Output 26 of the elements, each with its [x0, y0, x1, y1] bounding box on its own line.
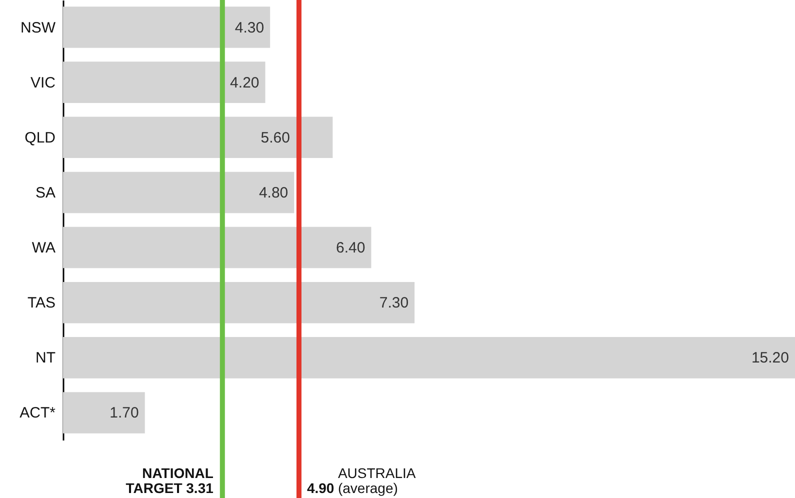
bar	[63, 62, 266, 103]
bar	[63, 226, 372, 268]
data-label: 6.40	[336, 240, 366, 257]
data-label: 4.20	[230, 74, 260, 92]
y-tick-label: QLD	[24, 129, 56, 146]
y-tick-label: VIC	[30, 74, 56, 92]
bar	[63, 116, 333, 158]
data-label: 15.20	[751, 350, 789, 367]
y-tick-label: SA	[35, 184, 56, 202]
data-label: 4.30	[234, 19, 264, 36]
data-label: 5.60	[260, 129, 290, 146]
y-tick-label: WA	[32, 240, 56, 257]
data-label: 7.30	[379, 294, 409, 312]
data-label: 1.70	[110, 404, 139, 422]
ref-line-label: NATIONAL TARGET 3.31	[126, 465, 214, 496]
bar	[63, 392, 145, 434]
bar	[63, 172, 294, 214]
data-label: 4.80	[258, 184, 288, 202]
bar	[63, 6, 270, 48]
y-tick-label: NT	[36, 350, 56, 367]
bar	[63, 337, 795, 378]
bar	[63, 282, 415, 324]
y-tick-label: ACT*	[20, 404, 56, 422]
y-tick-label: NSW	[20, 19, 56, 36]
ref-line-label: 4.90 AUSTRALIA (average)	[306, 465, 416, 496]
y-tick-label: TAS	[27, 294, 56, 312]
